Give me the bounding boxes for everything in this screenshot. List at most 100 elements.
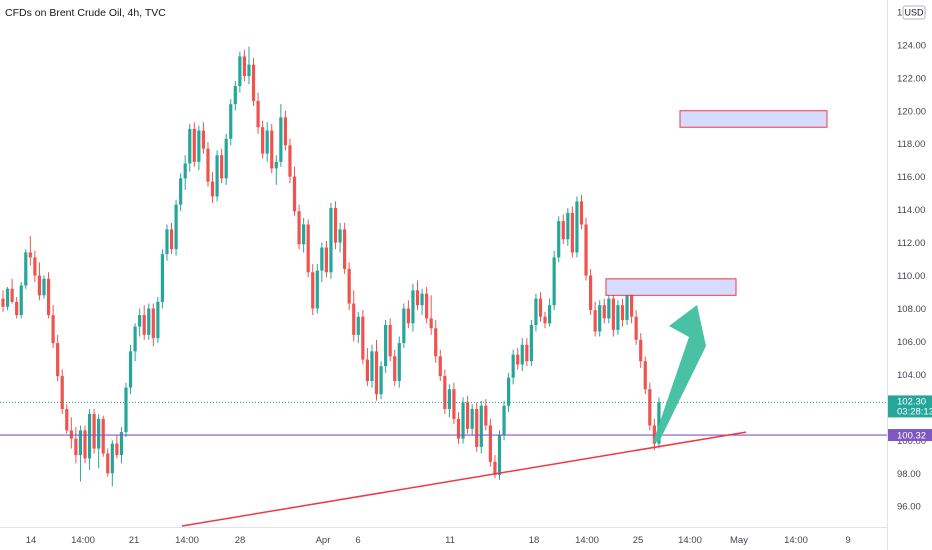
candle: [620, 298, 625, 327]
x-tick-label: 28: [235, 535, 246, 546]
candle: [415, 280, 420, 311]
candle: [224, 133, 228, 185]
candle: [370, 344, 374, 388]
candle: [598, 300, 602, 337]
candle-body: [616, 305, 620, 330]
candle: [87, 409, 92, 470]
candle-body: [598, 305, 602, 332]
candle: [616, 300, 620, 335]
candle: [233, 81, 237, 111]
candle-body: [361, 316, 365, 360]
candle-body: [420, 293, 424, 306]
candle-body: [607, 298, 611, 319]
candle: [297, 204, 301, 250]
candle: [611, 292, 615, 337]
candle-body: [466, 402, 470, 429]
candle-body: [456, 418, 461, 439]
candle-body: [552, 257, 556, 306]
candle-body: [620, 305, 625, 321]
candle-body: [151, 308, 155, 339]
candle-body: [133, 326, 137, 352]
candle-body: [493, 461, 497, 475]
candle: [579, 194, 584, 230]
candle-body: [452, 389, 456, 419]
candle-body: [525, 344, 529, 362]
bullish-arrow[interactable]: [653, 305, 706, 442]
plot-area[interactable]: [1, 46, 661, 487]
candle: [74, 427, 78, 464]
candle: [516, 348, 520, 370]
candle: [288, 138, 292, 184]
candle-body: [51, 315, 55, 344]
candle: [256, 92, 260, 134]
candle-body: [629, 288, 634, 317]
candle-body: [343, 229, 347, 269]
candle-body: [648, 389, 652, 426]
candle: [329, 203, 333, 279]
candle-body: [192, 128, 196, 162]
candle: [538, 292, 543, 322]
candle-body: [657, 402, 661, 444]
candle: [333, 201, 338, 250]
candle: [388, 318, 392, 362]
candle: [356, 311, 360, 344]
candle-body: [388, 324, 392, 357]
y-tick-label: 120.00: [897, 106, 926, 117]
support-level-value: 100.32: [897, 431, 926, 442]
candle-body: [215, 155, 219, 197]
candle: [128, 344, 133, 395]
candle-body: [634, 316, 638, 340]
candle: [320, 242, 324, 283]
candle-body: [415, 290, 420, 306]
candle-body: [370, 351, 374, 381]
candle: [534, 293, 538, 332]
currency-label: USD: [904, 8, 924, 18]
candle: [648, 382, 652, 431]
candle-body: [220, 155, 224, 179]
candle: [315, 264, 319, 314]
candle: [174, 199, 178, 256]
candle-body: [147, 308, 151, 335]
candle: [1, 290, 5, 312]
candle: [15, 296, 19, 319]
candle: [133, 323, 137, 362]
candle-body: [138, 315, 142, 327]
candle-body: [570, 212, 574, 253]
candle-body: [461, 402, 465, 439]
candle: [242, 49, 247, 82]
candle-body: [292, 176, 297, 212]
candle-body: [470, 409, 474, 429]
candle: [365, 348, 369, 386]
candle-body: [60, 376, 64, 410]
lower-target-zone[interactable]: [605, 278, 737, 296]
candle-body: [83, 430, 87, 459]
ascending-trendline[interactable]: [181, 431, 747, 527]
x-tick-label: Apr: [316, 535, 331, 546]
candle-body: [56, 343, 60, 377]
candle-body: [124, 387, 128, 433]
candle: [479, 400, 483, 454]
candle-body: [584, 224, 588, 276]
candle-body: [119, 432, 124, 456]
candle: [543, 311, 547, 329]
candle: [425, 287, 429, 324]
candle-body: [174, 204, 178, 250]
y-tick-label: 96.00: [897, 502, 921, 513]
candle-body: [397, 343, 401, 381]
candle: [192, 122, 196, 167]
bar-countdown: 03:28:13: [897, 406, 932, 417]
candle: [384, 320, 388, 373]
candle-body: [356, 316, 360, 335]
drawings-layer[interactable]: [0, 110, 887, 527]
candle: [210, 171, 215, 204]
time-axis[interactable]: 14 14:00 21 14:00 28 Apr 6 11 18 14:00 25 14:00 May 1…: [26, 535, 851, 546]
currency-button[interactable]: USD: [902, 5, 926, 20]
candle-body: [37, 275, 42, 296]
candle-body: [156, 301, 160, 339]
y-tick-label: 112.00: [897, 238, 925, 249]
y-tick-label: 106.00: [897, 337, 926, 348]
upper-target-zone[interactable]: [679, 110, 828, 128]
candle: [302, 217, 306, 253]
candle-body: [438, 356, 442, 377]
